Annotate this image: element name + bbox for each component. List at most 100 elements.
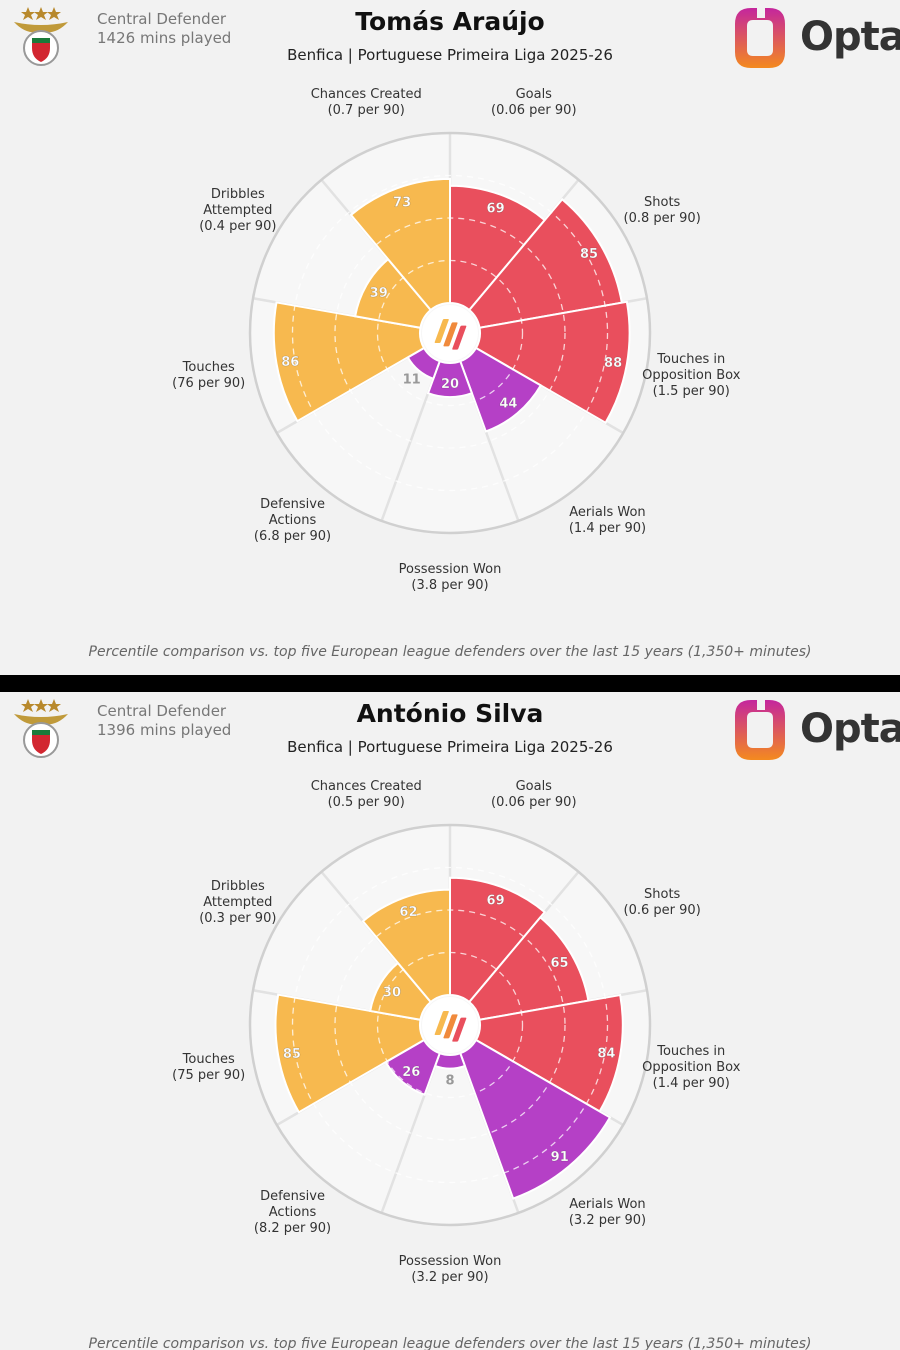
category-name: Goals [515, 778, 552, 794]
value-label: 84 [597, 1047, 615, 1062]
category-name: Aerials Won [569, 504, 646, 520]
category-name: Chances Created [310, 86, 422, 102]
bar [474, 993, 624, 1113]
category-label: Shots (0.8 per 90) [607, 195, 717, 227]
category-name: Touches [182, 359, 235, 375]
value-label: 8 [445, 1074, 454, 1089]
category-label: Dribbles Attempted (0.4 per 90) [198, 187, 278, 235]
category-sublabel: (6.8 per 90) [253, 528, 332, 544]
footnote: Percentile comparison vs. top five Europ… [88, 644, 812, 660]
grid-ring [248, 131, 652, 535]
brand-name: Opta [800, 14, 900, 60]
category-sublabel: (8.2 per 90) [253, 1220, 332, 1236]
category-name: Defensive Actions [260, 496, 325, 528]
value-label: 86 [281, 355, 299, 370]
value-label: 69 [487, 894, 505, 909]
value-label: 88 [604, 356, 622, 371]
grid-ring [376, 259, 524, 407]
chart-title: Tomás Araújo [355, 7, 545, 36]
bar [361, 888, 451, 1004]
brand-icon [735, 6, 785, 68]
value-label: 91 [551, 1150, 569, 1165]
category-sublabel: (3.8 per 90) [411, 578, 489, 593]
category-name: Touches in Opposition Box [642, 1043, 741, 1075]
category-label: Possession Won (3.2 per 90) [390, 1254, 510, 1286]
chart: 69 85 88 44 20 11 86 39 73 [14, 6, 785, 535]
category-sublabel: (0.7 per 90) [327, 102, 405, 118]
crest-shield [32, 38, 50, 62]
bar [426, 359, 474, 398]
bar [467, 915, 590, 1021]
category-name: Goals [515, 86, 552, 102]
category-name: Dribbles Attempted [203, 878, 273, 910]
hub-logo [434, 1011, 467, 1042]
category-sublabel: (76 per 90) [172, 375, 246, 391]
category-label: Shots (0.6 per 90) [607, 887, 717, 919]
category-name: Aerials Won [569, 1196, 646, 1212]
grid-ring [291, 174, 609, 492]
chart-panel: 69 65 84 91 8 26 85 30 62 Goals (0.06 per 90) Shots… [0, 692, 900, 1350]
category-label: Touches (75 per 90) [154, 1052, 264, 1084]
club-crest [14, 7, 68, 66]
category-label: Defensive Actions (8.2 per 90) [253, 1189, 333, 1237]
player-position: Central Defender [97, 10, 227, 28]
category-label: Touches in Opposition Box (1.5 per 90) [641, 352, 741, 400]
value-label: 44 [499, 397, 517, 412]
category-sublabel: (0.4 per 90) [199, 218, 277, 234]
bar [449, 184, 547, 312]
value-label: 26 [402, 1065, 420, 1080]
crest-band [32, 38, 50, 43]
category-name: Dribbles Attempted [203, 186, 273, 218]
value-label: 85 [283, 1047, 301, 1062]
bar [272, 301, 426, 423]
category-label: Dribbles Attempted (0.3 per 90) [198, 879, 278, 927]
hub-stripe [443, 1014, 458, 1039]
crest-star [21, 699, 35, 712]
category-label: Touches in Opposition Box (1.4 per 90) [641, 1044, 741, 1092]
category-name: Shots [644, 886, 681, 902]
category-sublabel: (75 per 90) [172, 1067, 246, 1083]
category-sublabel: (0.8 per 90) [623, 210, 701, 226]
category-sublabel: (0.06 per 90) [491, 102, 577, 118]
category-sublabel: (0.6 per 90) [623, 902, 701, 918]
category-sublabel: (3.2 per 90) [568, 1212, 647, 1228]
category-name: Chances Created [310, 778, 422, 794]
club-crest [14, 699, 68, 758]
bar [458, 346, 543, 433]
category-name: Touches in Opposition Box [642, 351, 741, 383]
category-label: Defensive Actions (6.8 per 90) [253, 497, 333, 545]
crest-wing [14, 22, 68, 33]
category-label: Goals (0.06 per 90) [479, 779, 589, 811]
chart-panel: 69 85 88 44 20 11 86 39 73 Goals (0.06 per 90) Shot… [0, 0, 900, 675]
player-position: Central Defender [97, 702, 227, 720]
value-label: 30 [383, 986, 401, 1001]
crest-star [21, 7, 35, 20]
category-label: Possession Won (3.8 per 90) [390, 562, 510, 594]
bar [349, 177, 451, 312]
crest-shield [32, 730, 50, 754]
brand-icon [735, 698, 785, 760]
brand-gap [757, 698, 765, 710]
minutes-played: 1396 mins played [97, 721, 232, 739]
hub-stripe [443, 322, 458, 347]
category-name: Shots [644, 194, 681, 210]
category-label: Chances Created (0.5 per 90) [306, 779, 426, 811]
bar [467, 197, 624, 329]
hub-stripe [452, 1017, 467, 1042]
bar [458, 1038, 612, 1200]
minutes-played: 1426 mins played [97, 29, 232, 47]
grid-ring [248, 823, 652, 1227]
crest-band [32, 730, 50, 735]
value-label: 65 [551, 956, 569, 971]
chart: 69 65 84 91 8 26 85 30 62 [14, 698, 785, 1227]
chart-title: António Silva [356, 699, 544, 728]
footnote: Percentile comparison vs. top five Europ… [88, 1336, 812, 1350]
category-sublabel: (0.5 per 90) [327, 794, 405, 810]
category-sublabel: (3.2 per 90) [411, 1270, 489, 1285]
bar [274, 993, 426, 1114]
category-name: Touches [182, 1051, 235, 1067]
category-label: Aerials Won (1.4 per 90) [547, 505, 667, 537]
grid-ring [334, 909, 566, 1141]
brand-gap [757, 6, 765, 18]
